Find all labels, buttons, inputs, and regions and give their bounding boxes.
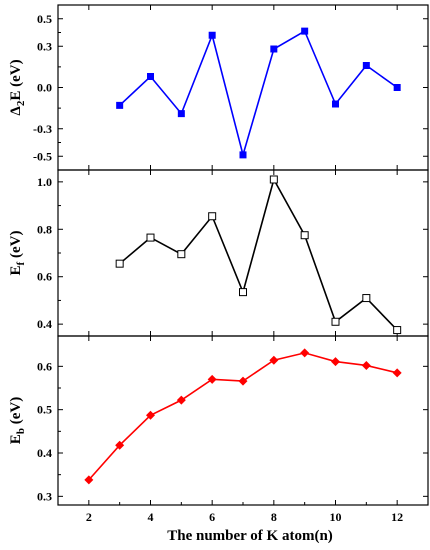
y-tick-label: 0.5 <box>37 403 52 417</box>
x-tick-label: 10 <box>330 510 342 524</box>
y-tick-label: 0.4 <box>37 317 52 331</box>
y-tick-label: -0.3 <box>33 122 52 136</box>
y-tick-label: 0.8 <box>37 222 52 236</box>
y-tick-label: 0.5 <box>37 12 52 26</box>
panel-3: 0.6 0.5 0.4 0.3 Eb (eV) <box>8 335 429 506</box>
y-axis-label-main: E <box>8 265 24 275</box>
data-point <box>301 27 309 35</box>
y-axis-label-subscript: f <box>15 261 27 265</box>
data-point <box>270 45 278 53</box>
x-tick-label: 4 <box>148 510 154 524</box>
x-tick-label: 2 <box>86 510 92 524</box>
data-point <box>238 376 248 386</box>
panel-frame <box>57 335 429 506</box>
series-line <box>119 177 398 331</box>
data-point <box>207 374 217 384</box>
data-point <box>331 357 340 367</box>
data-point <box>393 326 402 335</box>
data-point <box>362 62 370 69</box>
data-point <box>176 395 186 405</box>
y-axis-label-unit: E (eV) <box>8 59 24 100</box>
y-tick-label: 1.0 <box>37 175 52 189</box>
data-point <box>361 360 371 370</box>
data-point <box>177 250 186 259</box>
data-point <box>393 84 401 91</box>
panel-frame <box>57 169 429 337</box>
panel-1: 0.5 0.3 0.0 -0.3 -0.5 Δ2E (eV) <box>8 4 429 171</box>
data-point <box>331 317 340 326</box>
y-tick-label: 0.4 <box>37 446 52 460</box>
panel-frame <box>57 4 429 171</box>
data-point <box>300 231 309 240</box>
data-point <box>392 368 402 378</box>
x-axis-label: The number of K atom(n) <box>167 528 333 544</box>
y-axis-label-subscript: b <box>15 428 27 434</box>
data-point <box>84 475 94 485</box>
y-axis-label: Δ2E (eV) <box>8 59 27 115</box>
x-tick-label: 8 <box>271 510 277 524</box>
series-line <box>88 352 398 481</box>
data-point <box>147 73 154 80</box>
y-axis-label: Ef (eV) <box>8 231 27 276</box>
y-axis-label-unit: (eV) <box>8 397 24 428</box>
x-tick-label: 12 <box>391 510 403 524</box>
data-point <box>116 101 124 109</box>
data-point <box>269 175 278 184</box>
y-tick-label: 0.6 <box>37 359 52 373</box>
x-tick-label: 6 <box>209 510 215 524</box>
y-tick-label: 0.6 <box>37 270 52 284</box>
data-point <box>208 31 216 39</box>
y-tick-label: 0.3 <box>37 39 52 53</box>
data-point <box>208 212 217 221</box>
data-point <box>146 410 155 420</box>
data-point <box>269 355 279 365</box>
x-axis: 2 4 6 8 10 12 <box>57 502 429 524</box>
data-point <box>177 110 185 118</box>
data-point <box>362 294 371 303</box>
data-point <box>115 259 124 268</box>
y-axis-label-main: Δ <box>8 106 24 116</box>
data-point <box>300 348 310 358</box>
data-point <box>239 151 247 159</box>
data-point <box>332 100 339 108</box>
panel-2: 1.0 0.8 0.6 0.4 Ef (eV) <box>8 169 429 337</box>
data-point <box>239 288 247 297</box>
y-tick-label: 0.0 <box>37 81 52 95</box>
y-axis-label-subscript: 2 <box>15 100 27 106</box>
y-tick-label: 0.3 <box>37 489 52 503</box>
y-axis-label-unit: (eV) <box>8 231 24 262</box>
y-axis-label-main: E <box>8 434 24 444</box>
series-line <box>119 29 398 158</box>
data-point <box>146 233 155 242</box>
data-point <box>115 440 125 450</box>
y-tick-label: -0.5 <box>33 149 52 163</box>
y-axis-label: Eb (eV) <box>8 397 27 444</box>
